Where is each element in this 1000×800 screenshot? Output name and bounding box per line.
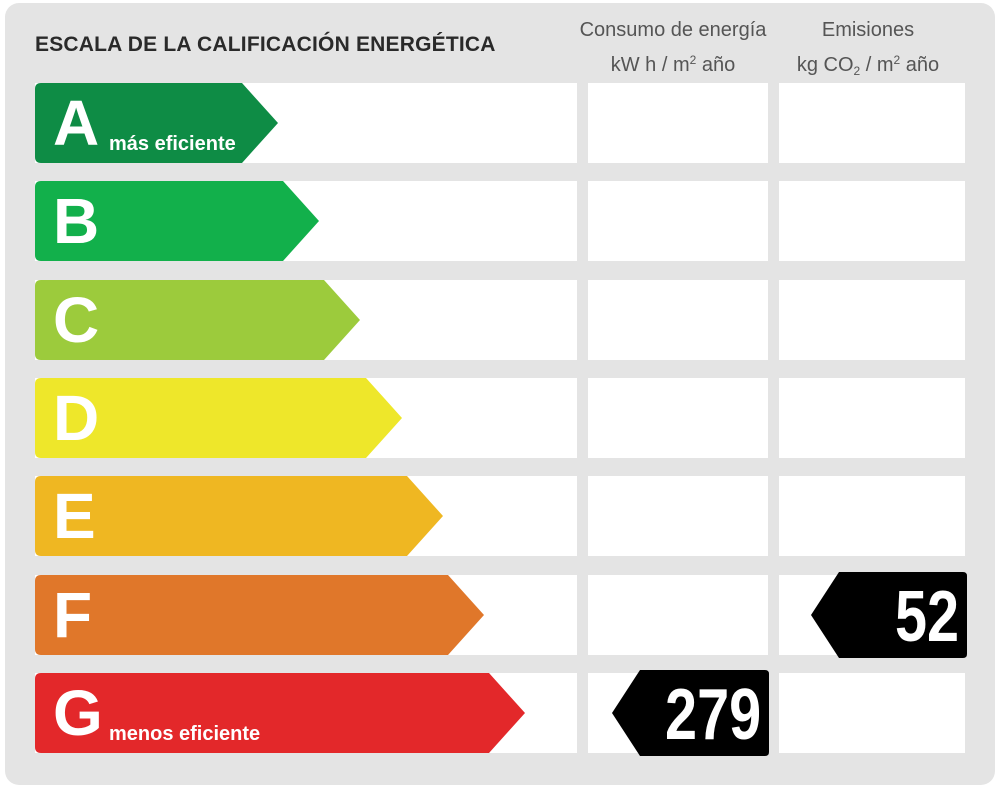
rating-letter-e: E <box>53 480 96 552</box>
rating-arrow-e: E <box>35 476 443 556</box>
consumption-value-badge-shape <box>612 670 769 756</box>
emissions-header-line1: Emisiones <box>821 19 915 41</box>
rating-arrow-c: C <box>35 280 360 360</box>
rating-arrow-shape-c <box>35 280 360 360</box>
rating-letter-a: A <box>53 87 100 159</box>
emissions-header-unit: kg CO2 / m2 año <box>796 53 940 78</box>
rating-arrow-b: B <box>35 181 319 261</box>
rating-arrow-shape-f <box>35 575 484 655</box>
consumption-value-badge: 279 <box>612 670 769 756</box>
rating-arrow-shape-g <box>35 673 525 753</box>
consumption-column-header: Consumo de energía kW h / m2 año <box>578 15 768 80</box>
consumption-cell-b <box>588 181 768 261</box>
consumption-cell-e <box>588 476 768 556</box>
emissions-cell-a <box>779 83 965 163</box>
rating-arrow-f: F <box>35 575 484 655</box>
rating-letter-g: G <box>53 677 103 749</box>
rating-arrow-shape-a <box>35 83 278 163</box>
rating-arrow-shape-b <box>35 181 319 261</box>
emissions-cell-c <box>779 280 965 360</box>
consumption-value-badge-value: 279 <box>664 675 761 755</box>
rating-letter-c: C <box>53 284 100 356</box>
emissions-value-badge: 52 <box>811 572 967 658</box>
emissions-cell-d <box>779 378 965 458</box>
emissions-cell-b <box>779 181 965 261</box>
emissions-cell-g <box>779 673 965 753</box>
chart-title: ESCALA DE LA CALIFICACIÓN ENERGÉTICA <box>35 33 496 56</box>
rating-arrow-shape-d <box>35 378 402 458</box>
consumption-cell-c <box>588 280 768 360</box>
emissions-cell-e <box>779 476 965 556</box>
consumption-header-unit: kW h / m2 año <box>610 53 736 76</box>
rating-arrow-d: D <box>35 378 402 458</box>
rating-caption-a: más eficiente <box>109 133 236 155</box>
rating-letter-d: D <box>53 382 100 454</box>
rating-caption-g: menos eficiente <box>109 723 261 745</box>
emissions-column-header: Emisiones kg CO2 / m2 año <box>772 15 964 86</box>
consumption-cell-f <box>588 575 768 655</box>
emissions-value-badge-value: 52 <box>894 577 959 657</box>
emissions-value-badge-shape <box>811 572 967 658</box>
consumption-cell-a <box>588 83 768 163</box>
rating-arrow-shape-e <box>35 476 443 556</box>
consumption-header-line1: Consumo de energía <box>579 19 767 41</box>
rating-letter-f: F <box>53 579 93 651</box>
consumption-cell-d <box>588 378 768 458</box>
rating-letter-b: B <box>53 185 100 257</box>
